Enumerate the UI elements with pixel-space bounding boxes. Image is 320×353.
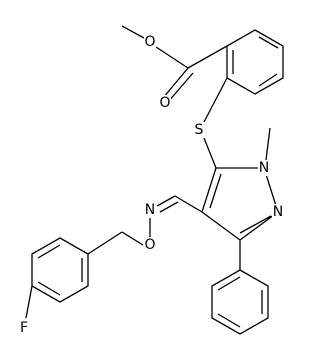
label-background [193,122,205,138]
atom-label: O [144,34,155,50]
atom-label: S [195,122,204,138]
label-background [18,320,30,336]
atom-label: F [20,320,28,336]
label-background [272,204,284,220]
bonds [25,25,284,335]
atom-labels: O O S N N N O F [18,34,284,336]
label-background [144,34,156,50]
label-background [144,202,156,218]
atom-label: N [273,204,283,220]
label-background [159,95,171,111]
atom-label: N [145,202,155,218]
label-background [144,237,156,253]
label-background [258,160,270,176]
atom-label: O [144,237,155,253]
atom-label: N [259,160,269,176]
atom-label: O [159,95,170,111]
